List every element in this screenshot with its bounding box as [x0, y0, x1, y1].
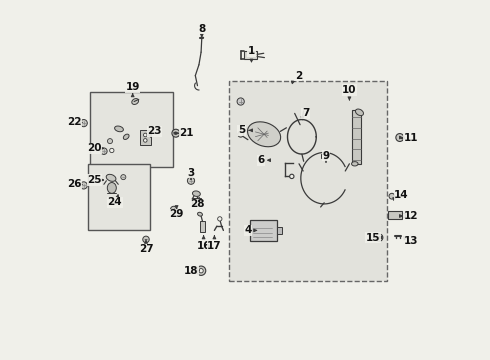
Ellipse shape: [247, 122, 281, 147]
Ellipse shape: [107, 183, 116, 193]
Circle shape: [376, 234, 383, 241]
Text: 25: 25: [87, 175, 102, 185]
Bar: [90, 92, 173, 167]
Circle shape: [218, 217, 222, 221]
Text: 19: 19: [125, 82, 140, 92]
Circle shape: [143, 236, 149, 243]
Text: 28: 28: [190, 199, 205, 210]
Text: 3: 3: [187, 168, 195, 178]
Circle shape: [187, 177, 195, 184]
Circle shape: [290, 174, 294, 179]
Text: 17: 17: [207, 240, 221, 251]
Bar: [88, 164, 149, 230]
Bar: [200, 221, 205, 232]
Bar: [352, 110, 361, 164]
Text: 15: 15: [366, 233, 380, 243]
Bar: [192, 198, 201, 204]
Circle shape: [237, 98, 245, 105]
Circle shape: [196, 266, 206, 275]
Circle shape: [80, 120, 87, 127]
Ellipse shape: [197, 212, 202, 216]
Text: 4: 4: [244, 225, 251, 235]
Text: 8: 8: [198, 24, 205, 34]
Text: 12: 12: [403, 211, 418, 221]
Text: 7: 7: [302, 108, 309, 118]
Bar: [229, 81, 387, 281]
Circle shape: [171, 206, 177, 213]
Circle shape: [172, 129, 180, 137]
Ellipse shape: [132, 99, 139, 104]
Text: 9: 9: [322, 150, 330, 161]
Text: 2: 2: [294, 71, 302, 81]
Circle shape: [110, 148, 114, 153]
Bar: [244, 51, 257, 59]
Circle shape: [144, 133, 147, 137]
Ellipse shape: [115, 126, 123, 132]
Bar: [320, 154, 327, 158]
Ellipse shape: [123, 134, 129, 139]
Circle shape: [121, 175, 126, 180]
Circle shape: [80, 182, 87, 189]
Text: 11: 11: [403, 132, 418, 143]
Text: 1: 1: [248, 46, 255, 56]
Circle shape: [107, 139, 113, 144]
Text: 5: 5: [238, 125, 245, 135]
Bar: [388, 211, 402, 219]
Ellipse shape: [193, 191, 200, 197]
Text: 29: 29: [170, 209, 184, 219]
Text: 14: 14: [394, 190, 409, 200]
Circle shape: [396, 134, 404, 141]
Circle shape: [238, 131, 244, 137]
Circle shape: [378, 236, 381, 239]
Bar: [140, 130, 151, 145]
Text: 27: 27: [139, 244, 153, 254]
Text: 23: 23: [147, 126, 162, 136]
Ellipse shape: [106, 174, 116, 181]
Text: 21: 21: [179, 128, 194, 138]
Text: 6: 6: [258, 155, 265, 165]
Circle shape: [100, 148, 107, 154]
Bar: [277, 227, 282, 234]
Text: 16: 16: [196, 240, 211, 251]
Bar: [250, 220, 277, 241]
Circle shape: [389, 193, 395, 199]
Text: 26: 26: [67, 179, 81, 189]
Text: 18: 18: [184, 266, 198, 276]
Text: 13: 13: [403, 236, 418, 246]
Text: 22: 22: [67, 117, 81, 127]
Text: 20: 20: [87, 143, 102, 153]
Text: 24: 24: [107, 197, 122, 207]
Text: 10: 10: [342, 85, 357, 95]
Ellipse shape: [351, 162, 358, 166]
Circle shape: [144, 139, 147, 142]
Circle shape: [199, 269, 203, 273]
Ellipse shape: [355, 109, 364, 116]
